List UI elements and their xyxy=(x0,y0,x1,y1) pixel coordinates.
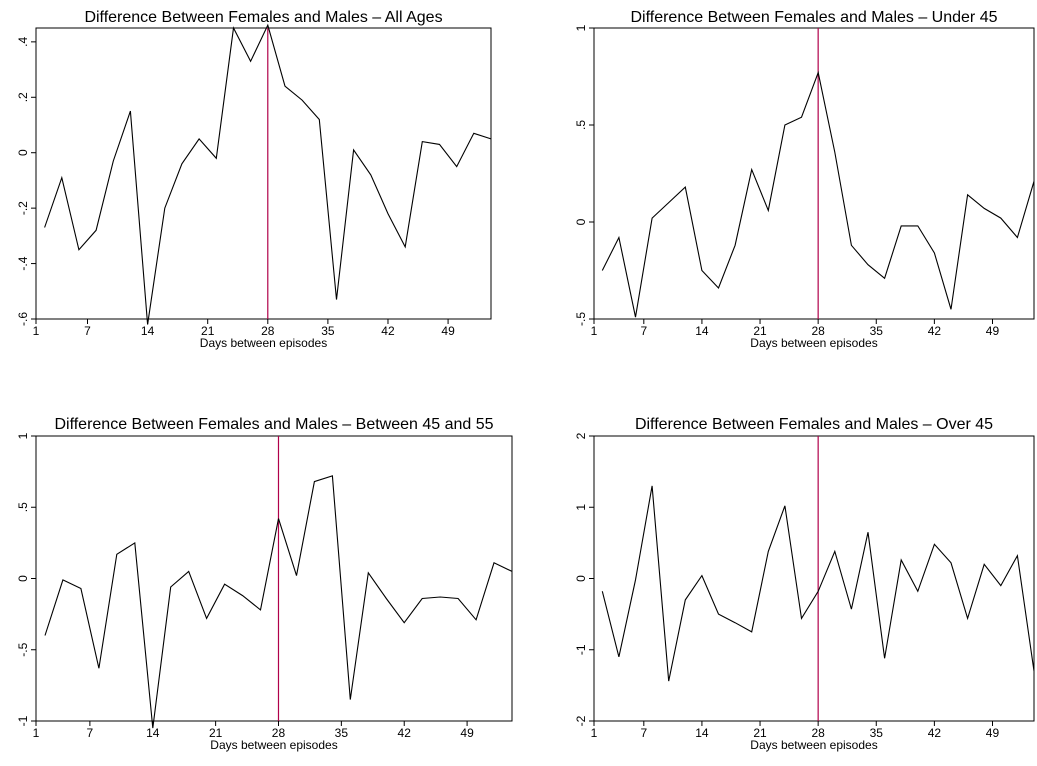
chart-panel-over-45: Difference Between Females and Males – O… xyxy=(574,416,1035,752)
x-tick-label: 21 xyxy=(753,324,767,338)
x-tick-label: 35 xyxy=(321,324,335,338)
x-tick-label: 49 xyxy=(986,324,1000,338)
y-tick-label: -1 xyxy=(16,715,30,726)
x-tick-label: 7 xyxy=(640,324,647,338)
series-line xyxy=(44,475,513,729)
x-axis-label: Days between episodes xyxy=(200,336,327,350)
x-tick-label: 14 xyxy=(695,726,709,740)
x-tick-label: 42 xyxy=(381,324,395,338)
y-tick-label: 0 xyxy=(574,218,588,225)
y-tick-label: 2 xyxy=(574,432,588,439)
x-tick-label: 35 xyxy=(870,324,884,338)
x-tick-label: 21 xyxy=(201,324,215,338)
x-tick-label: 1 xyxy=(33,726,40,740)
x-tick-label: 1 xyxy=(591,324,598,338)
series-line xyxy=(601,70,1035,318)
chart-title: Difference Between Females and Males – O… xyxy=(635,416,993,433)
plot-frame xyxy=(593,27,1035,320)
x-tick-label: 35 xyxy=(335,726,349,740)
y-tick-label: 1 xyxy=(16,432,30,439)
x-tick-label: 49 xyxy=(986,726,1000,740)
x-tick-label: 14 xyxy=(695,324,709,338)
y-tick-label: 0 xyxy=(574,575,588,582)
plot-frame xyxy=(35,27,492,320)
y-tick-label: -2 xyxy=(574,715,588,726)
x-axis-label: Days between episodes xyxy=(750,336,877,350)
x-tick-label: 42 xyxy=(928,726,942,740)
x-tick-label: 1 xyxy=(33,324,40,338)
x-tick-label: 14 xyxy=(146,726,160,740)
x-tick-label: 21 xyxy=(209,726,223,740)
chart-panel-under-45: Difference Between Females and Males – U… xyxy=(574,9,1035,350)
chart-title: Difference Between Females and Males – B… xyxy=(54,416,493,433)
x-axis-label: Days between episodes xyxy=(750,738,877,752)
plot-frame xyxy=(35,435,513,722)
chart-title: Difference Between Females and Males – A… xyxy=(84,9,442,26)
y-tick-label: 1 xyxy=(574,24,588,31)
x-tick-label: 1 xyxy=(591,726,598,740)
y-tick-label: 0 xyxy=(16,575,30,582)
x-tick-label: 28 xyxy=(272,726,286,740)
y-tick-label: .5 xyxy=(574,120,588,130)
chart-panel-between-45-and-55: Difference Between Females and Males – B… xyxy=(16,416,513,752)
x-tick-label: 28 xyxy=(811,324,825,338)
y-tick-label: .4 xyxy=(16,37,30,47)
y-tick-label: -.2 xyxy=(16,201,30,215)
x-tick-label: 28 xyxy=(261,324,275,338)
x-tick-label: 14 xyxy=(141,324,155,338)
series-line xyxy=(44,23,492,325)
y-tick-label: .2 xyxy=(16,92,30,102)
y-tick-label: -1 xyxy=(574,644,588,655)
x-tick-label: 35 xyxy=(870,726,884,740)
x-tick-label: 42 xyxy=(928,324,942,338)
x-tick-label: 49 xyxy=(441,324,455,338)
x-tick-label: 42 xyxy=(398,726,412,740)
y-tick-label: -.5 xyxy=(16,642,30,656)
series-line xyxy=(601,485,1035,682)
x-axis-label: Days between episodes xyxy=(210,738,337,752)
y-tick-label: 0 xyxy=(16,149,30,156)
x-tick-label: 7 xyxy=(87,726,94,740)
y-tick-label: 1 xyxy=(574,504,588,511)
chart-panel-all-ages: Difference Between Females and Males – A… xyxy=(16,9,492,350)
x-tick-label: 7 xyxy=(640,726,647,740)
x-tick-label: 7 xyxy=(84,324,91,338)
x-tick-label: 28 xyxy=(811,726,825,740)
y-tick-label: -.4 xyxy=(16,256,30,270)
y-tick-label: .5 xyxy=(16,502,30,512)
x-tick-label: 49 xyxy=(460,726,474,740)
y-tick-label: -.6 xyxy=(16,312,30,326)
y-tick-label: -.5 xyxy=(574,312,588,326)
chart-title: Difference Between Females and Males – U… xyxy=(630,9,997,26)
x-tick-label: 21 xyxy=(753,726,767,740)
